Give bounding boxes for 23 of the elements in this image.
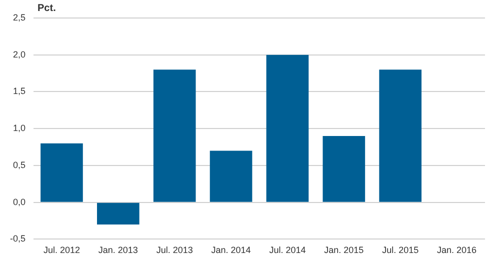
bar xyxy=(322,136,366,202)
x-tick-label: Jan. 2013 xyxy=(98,245,138,256)
x-tick-label: Jan. 2014 xyxy=(211,245,251,256)
x-tick-label: Jul. 2015 xyxy=(382,245,419,256)
y-tick-label: -0,5 xyxy=(10,234,26,244)
bar xyxy=(153,70,196,202)
y-axis-title: Pct. xyxy=(38,2,56,14)
y-tick-label: 1,0 xyxy=(12,123,26,134)
x-tick-label: Jul. 2013 xyxy=(156,245,193,256)
bar xyxy=(266,54,309,202)
bar xyxy=(379,70,422,202)
y-tick-label: 2,5 xyxy=(12,12,26,22)
y-tick-label: 2,0 xyxy=(12,49,26,60)
bar xyxy=(210,150,252,202)
bar xyxy=(40,143,83,202)
x-tick-label: Jan. 2015 xyxy=(324,245,364,256)
x-tick-label: Jan. 2016 xyxy=(437,245,477,256)
bar xyxy=(97,202,140,224)
x-tick-label: Jul. 2012 xyxy=(43,245,80,256)
y-tick-label: 1,5 xyxy=(12,86,26,96)
y-tick-label: 0,5 xyxy=(12,160,26,170)
y-tick-label: 0,0 xyxy=(12,196,26,207)
x-tick-label: Jul. 2014 xyxy=(269,245,306,256)
